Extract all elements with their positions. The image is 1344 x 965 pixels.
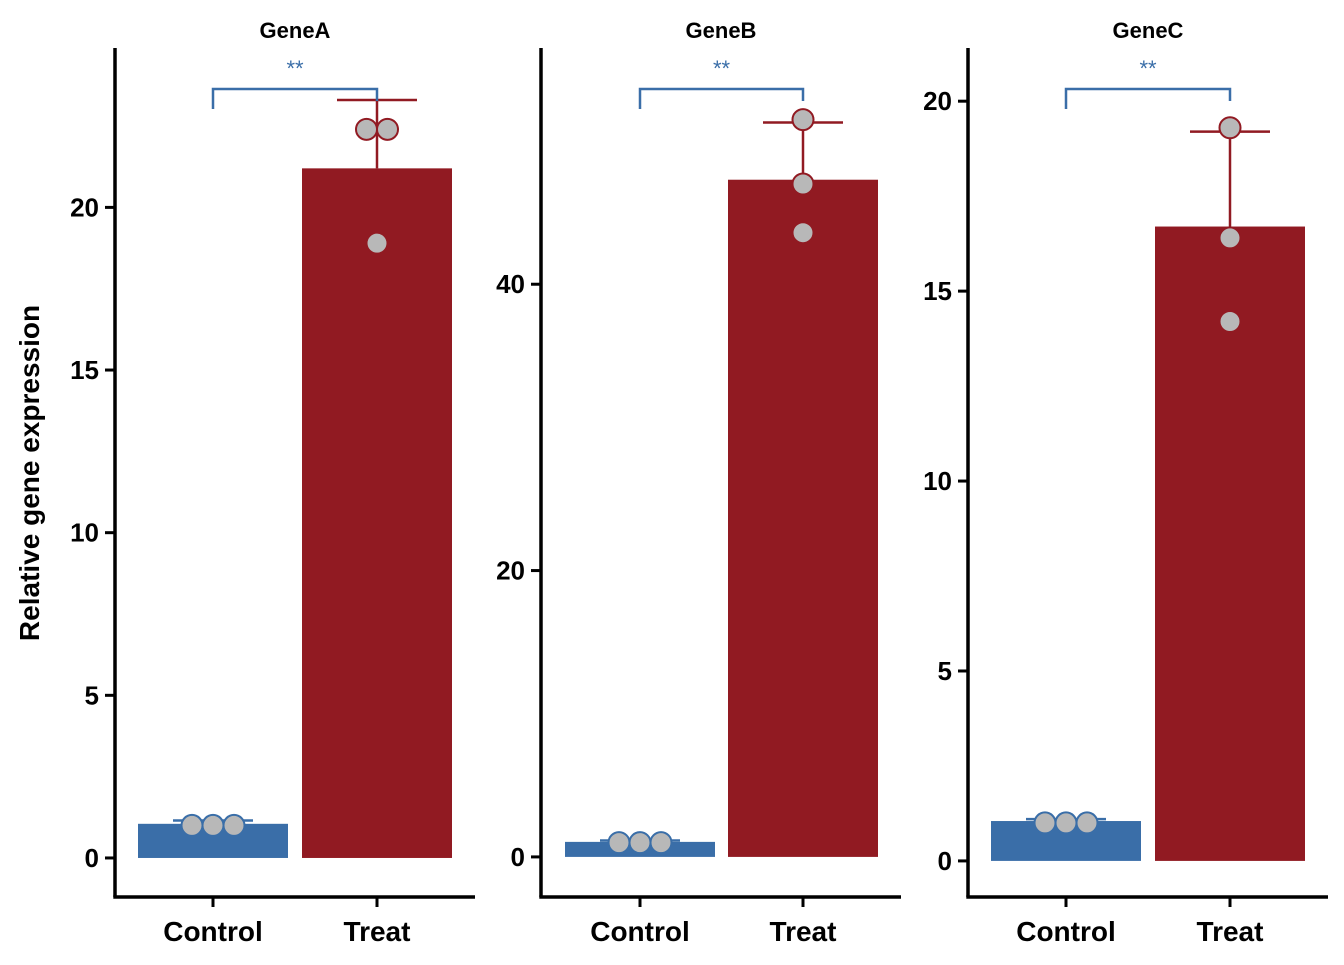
panel-genea: GeneA 0 5 10 15 20 Control Treat ** <box>70 18 475 947</box>
y-tick-label: 5 <box>85 680 99 710</box>
panel-title: GeneB <box>686 18 757 43</box>
data-point <box>1218 226 1242 250</box>
x-tick-label: Treat <box>1197 916 1264 947</box>
y-tick-label: 40 <box>496 269 525 299</box>
x-tick-label: Control <box>590 916 690 947</box>
data-point <box>1033 811 1057 835</box>
bar-treat <box>302 168 452 858</box>
significance-label: ** <box>713 56 731 81</box>
data-point <box>201 813 225 837</box>
data-point <box>1218 310 1242 334</box>
significance-bracket <box>211 87 379 109</box>
y-tick-label: 10 <box>923 466 952 496</box>
y-tick-label: 20 <box>496 556 525 586</box>
data-point <box>180 813 204 837</box>
data-point <box>791 172 815 196</box>
panel-title: GeneA <box>260 18 331 43</box>
y-tick-label: 10 <box>70 518 99 548</box>
data-point <box>628 831 652 855</box>
data-point <box>791 221 815 245</box>
data-point <box>791 108 815 132</box>
x-tick-label: Control <box>163 916 263 947</box>
y-tick-label: 0 <box>85 843 99 873</box>
data-point <box>1075 811 1099 835</box>
y-tick-label: 5 <box>938 656 952 686</box>
panel-genec: GeneC 0 5 10 15 20 Control Treat ** <box>923 18 1328 947</box>
data-point <box>1218 116 1242 140</box>
panel-geneb: GeneB 0 20 40 Control Treat ** <box>496 18 901 947</box>
y-axis-label: Relative gene expression <box>14 304 45 642</box>
data-point <box>1054 811 1078 835</box>
y-tick-label: 20 <box>923 86 952 116</box>
data-point <box>355 117 378 141</box>
significance-label: ** <box>286 56 304 81</box>
y-tick-label: 0 <box>938 846 952 876</box>
data-point <box>365 231 389 255</box>
significance-bracket <box>1064 87 1232 109</box>
y-tick-label: 15 <box>923 276 952 306</box>
data-point <box>607 831 631 855</box>
y-tick-label: 0 <box>511 842 525 872</box>
significance-label: ** <box>1139 56 1157 81</box>
data-point <box>222 813 246 837</box>
data-point <box>649 831 673 855</box>
y-tick-label: 15 <box>70 355 99 385</box>
panel-title: GeneC <box>1113 18 1184 43</box>
significance-bracket <box>638 87 805 109</box>
x-tick-label: Treat <box>344 916 411 947</box>
x-tick-label: Treat <box>770 916 837 947</box>
y-tick-label: 20 <box>70 192 99 222</box>
x-tick-label: Control <box>1016 916 1116 947</box>
data-point <box>376 117 399 141</box>
bar-treat <box>728 179 878 857</box>
